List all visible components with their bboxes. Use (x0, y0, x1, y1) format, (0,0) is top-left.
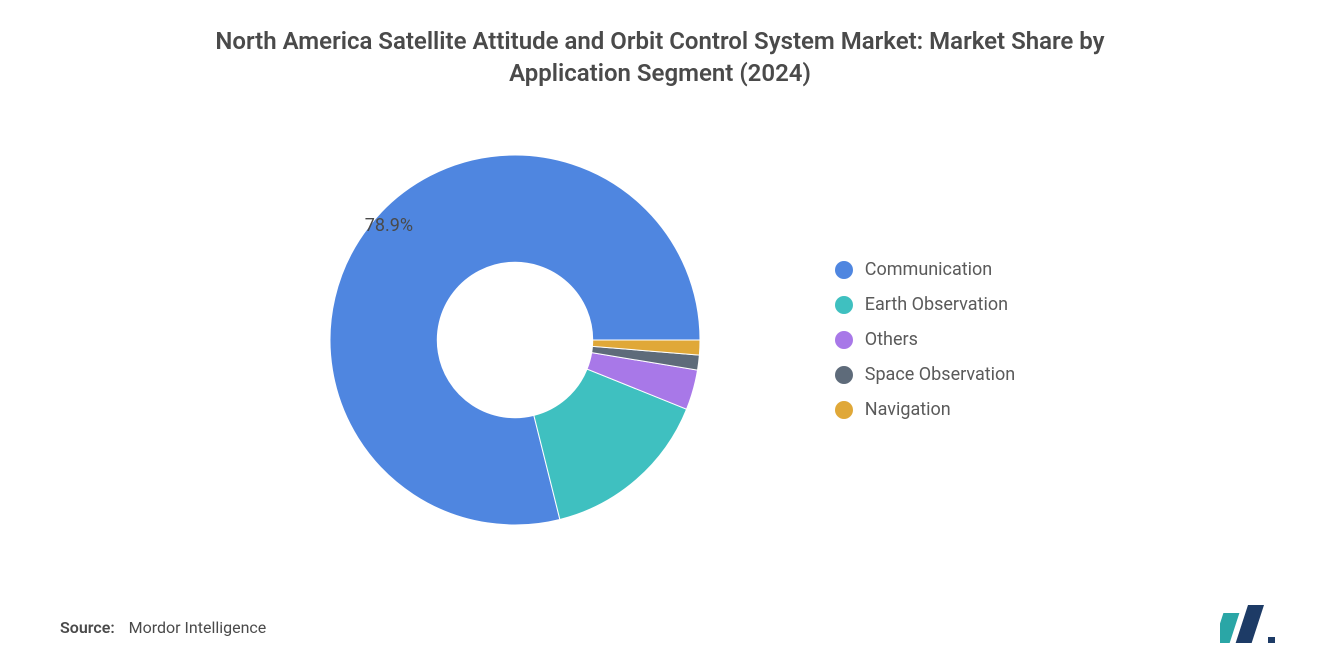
legend-label: Space Observation (865, 364, 1015, 385)
legend-label: Communication (865, 259, 992, 280)
legend-swatch (835, 296, 853, 314)
source-value: Mordor Intelligence (129, 618, 267, 637)
legend-item: Earth Observation (835, 294, 1015, 315)
donut-chart (305, 130, 725, 550)
brand-logo (1220, 605, 1280, 645)
chart-title: North America Satellite Attitude and Orb… (170, 25, 1150, 90)
legend-item: Navigation (835, 399, 1015, 420)
source-label: Source: (60, 618, 115, 637)
legend-swatch (835, 261, 853, 279)
donut-wrap: 78.9% (305, 130, 725, 550)
chart-container: North America Satellite Attitude and Orb… (0, 0, 1320, 665)
legend-item: Communication (835, 259, 1015, 280)
chart-area: 78.9% Communication Earth Observation Othe… (60, 110, 1260, 570)
legend-swatch (835, 366, 853, 384)
legend-label: Earth Observation (865, 294, 1008, 315)
source-footer: Source: Mordor Intelligence (60, 618, 266, 637)
legend: Communication Earth Observation Others Spac… (835, 259, 1015, 420)
slice-data-label: 78.9% (365, 215, 413, 236)
legend-swatch (835, 401, 853, 419)
legend-label: Others (865, 329, 918, 350)
legend-label: Navigation (865, 399, 951, 420)
legend-swatch (835, 331, 853, 349)
legend-item: Space Observation (835, 364, 1015, 385)
legend-item: Others (835, 329, 1015, 350)
